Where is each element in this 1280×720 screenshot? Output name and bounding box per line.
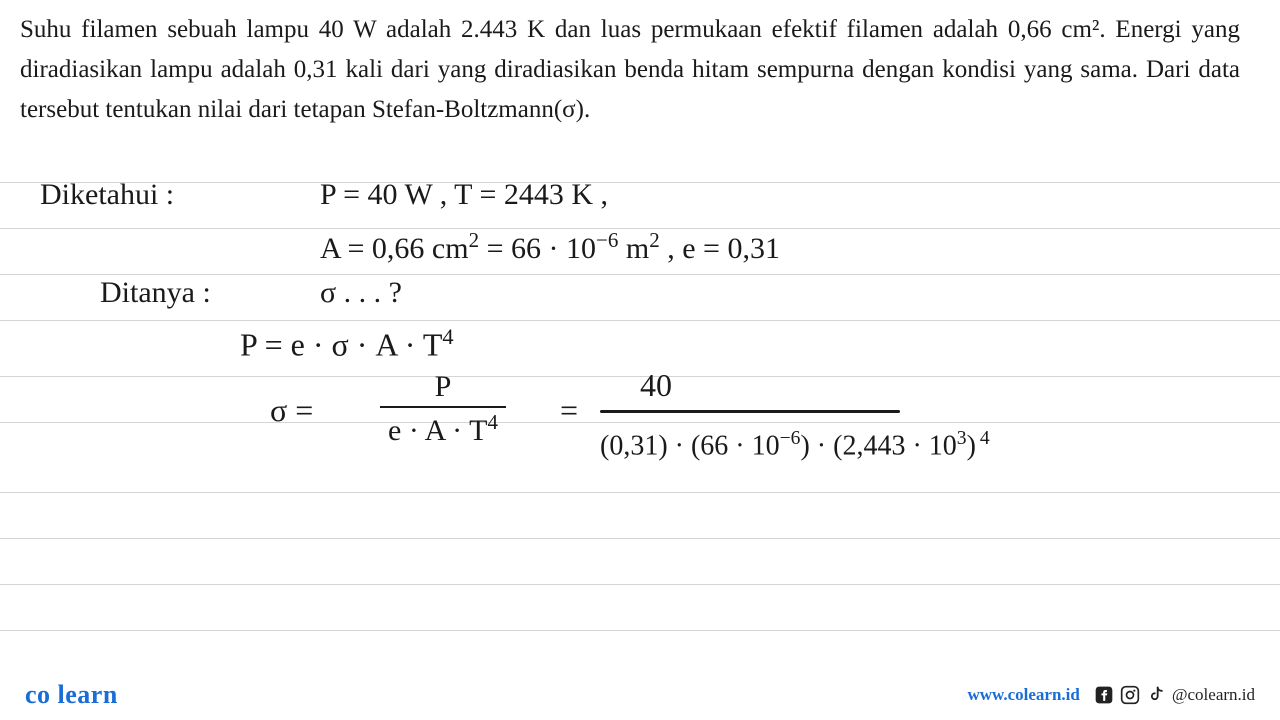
ruled-line <box>0 584 1280 585</box>
facebook-icon <box>1094 685 1114 705</box>
ruled-line <box>0 274 1280 275</box>
equals-2: = <box>560 392 578 429</box>
site-url: www.colearn.id <box>967 685 1079 705</box>
text: A = 0,66 cm <box>320 232 469 265</box>
text: ) <box>967 430 976 461</box>
superscript: 4 <box>487 410 498 434</box>
problem-text: Suhu filamen sebuah lampu 40 W adalah 2.… <box>20 16 1240 123</box>
fraction-2-denominator: (0,31) · (66 · 10−6) · (2,443 · 103)4 <box>600 428 990 462</box>
logo-text: co learn <box>25 680 118 709</box>
superscript: 2 <box>469 228 480 252</box>
footer: co learn www.colearn.id @colearn.id <box>0 670 1280 720</box>
label-ditanya: Ditanya : <box>100 276 211 310</box>
text: m <box>626 232 649 265</box>
ruled-line <box>0 630 1280 631</box>
social-handle: @colearn.id <box>1172 685 1255 705</box>
tiktok-icon <box>1146 685 1166 705</box>
frac-numerator: P <box>380 370 506 408</box>
text: e · A · T <box>388 414 487 447</box>
frac-denominator: e · A · T4 <box>380 408 506 448</box>
fraction-2-numerator: 40 <box>640 367 672 404</box>
sigma-equals: σ = <box>270 392 313 429</box>
ruled-line <box>0 182 1280 183</box>
text: = 66 · 10 <box>487 232 596 265</box>
text: , e = 0,31 <box>667 232 780 265</box>
problem-statement: Suhu filamen sebuah lampu 40 W adalah 2.… <box>20 10 1240 130</box>
instagram-icon <box>1120 685 1140 705</box>
handwriting-area: Diketahui : P = 40 W , T = 2443 K , A = … <box>0 172 1280 660</box>
social-icons: @colearn.id <box>1094 685 1255 705</box>
brand-logo: co learn <box>25 680 118 710</box>
ruled-line <box>0 320 1280 321</box>
footer-right: www.colearn.id @colearn.id <box>967 685 1255 705</box>
given-line-1: P = 40 W , T = 2443 K , <box>320 178 608 212</box>
ruled-line <box>0 538 1280 539</box>
fraction-1: P e · A · T4 <box>380 370 506 448</box>
superscript: −6 <box>780 428 801 449</box>
fraction-bar <box>600 410 900 413</box>
given-line-2: A = 0,66 cm2 = 66 · 10−6 m2 , e = 0,31 <box>320 228 780 266</box>
ruled-line <box>0 422 1280 423</box>
asked-value: σ . . . ? <box>320 276 402 310</box>
text: ) · (2,443 · 10 <box>800 430 956 461</box>
superscript: 4 <box>980 428 990 449</box>
superscript: 4 <box>442 324 453 349</box>
ruled-line <box>0 492 1280 493</box>
superscript: 3 <box>957 428 967 449</box>
formula-line: P = e · σ · A · T4 <box>240 324 454 364</box>
label-diketahui: Diketahui : <box>40 178 174 212</box>
formula-text: P = e · σ · A · T <box>240 327 442 363</box>
superscript: 2 <box>649 228 660 252</box>
superscript: −6 <box>596 228 618 252</box>
text: (0,31) · (66 · 10 <box>600 430 780 461</box>
